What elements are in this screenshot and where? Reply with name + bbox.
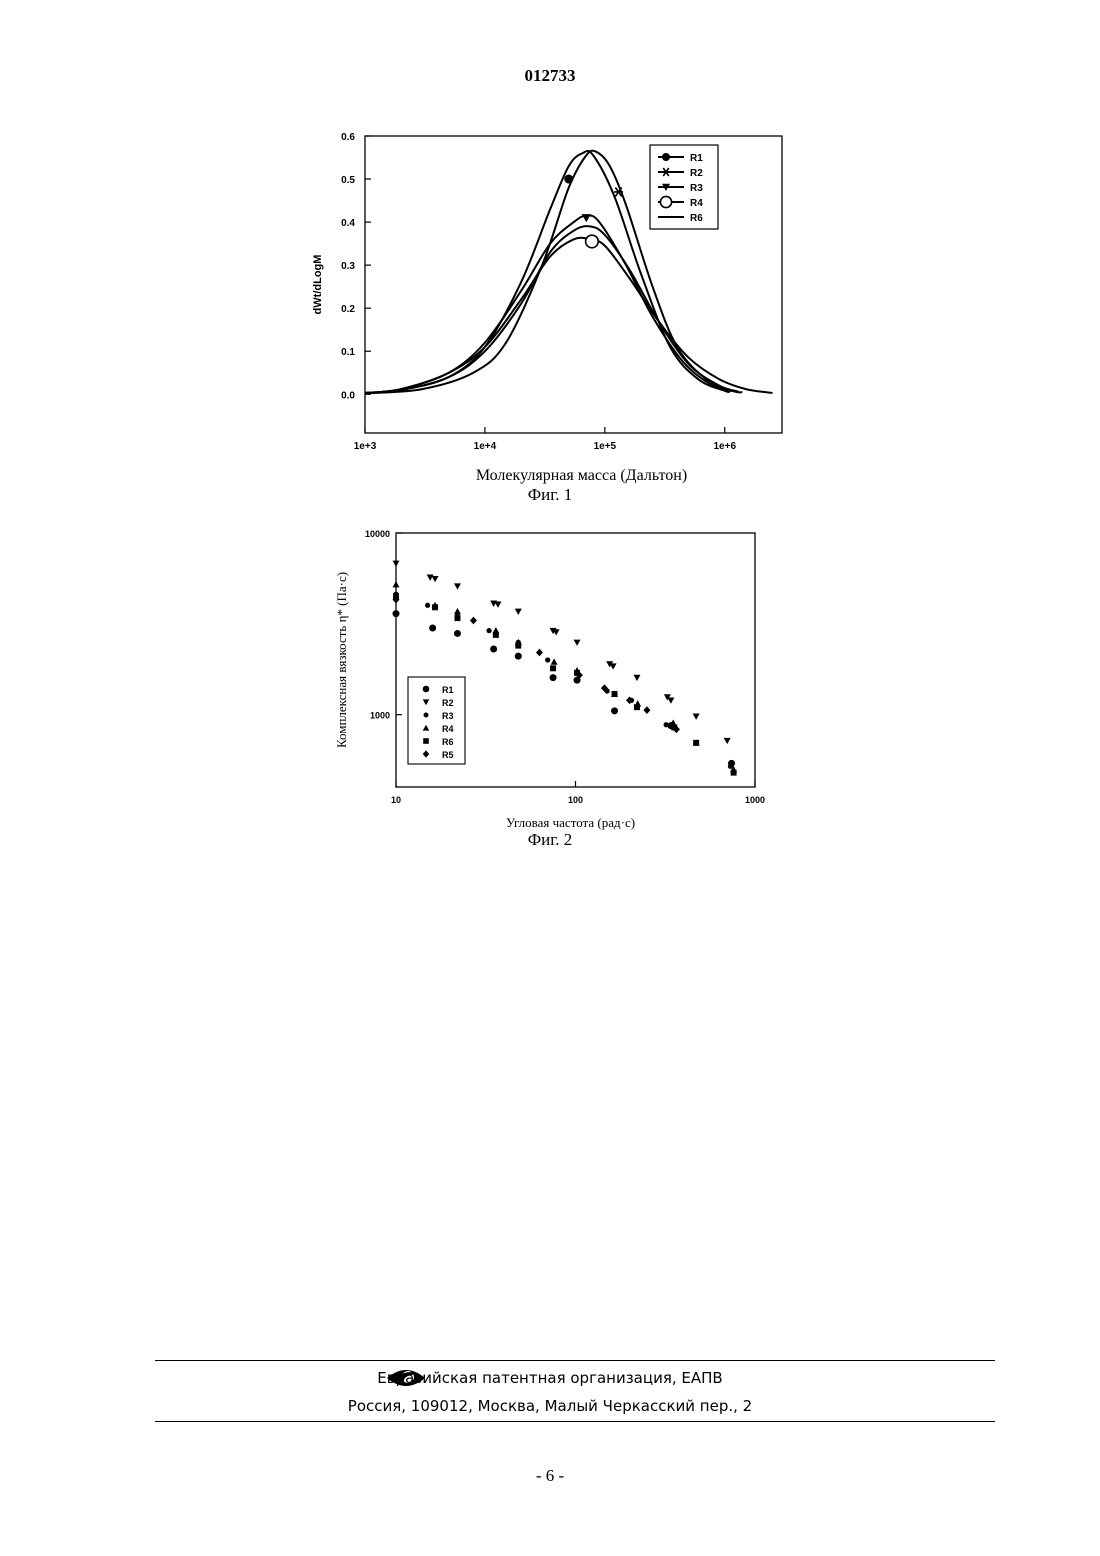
y-tick-label: 10000 bbox=[365, 529, 390, 539]
footer-top-rule bbox=[155, 1360, 995, 1361]
data-point-r2 bbox=[724, 738, 731, 744]
x-axis-label: Угловая частота (рад·с) bbox=[506, 815, 635, 830]
y-tick-label: 0.4 bbox=[341, 218, 355, 229]
data-point-r4 bbox=[454, 608, 461, 614]
data-point-r2 bbox=[633, 675, 640, 681]
complex-viscosity-chart: 1000 10000 10 100 1000 Комплексная вязкость η… bbox=[0, 515, 1100, 830]
page-number: - 6 - bbox=[0, 1466, 1100, 1486]
legend-marker-r4 bbox=[660, 196, 671, 207]
x-tick-label: 1e+5 bbox=[594, 441, 617, 452]
legend-label-r5: R5 bbox=[442, 750, 454, 760]
data-point-r3 bbox=[486, 628, 491, 633]
x-axis-label: Молекулярная масса (Дальтон) bbox=[476, 467, 687, 484]
y-tick-label: 0.0 bbox=[341, 390, 355, 401]
data-point-r5 bbox=[626, 696, 633, 704]
data-point-r2 bbox=[432, 576, 439, 582]
data-point-r3 bbox=[664, 722, 669, 727]
legend-label-r4: R4 bbox=[690, 198, 703, 209]
footer-organization: Евразийская патентная организация, ЕАПВ bbox=[0, 1369, 1100, 1387]
data-point-r2 bbox=[667, 698, 674, 704]
x-tick-label: 1e+6 bbox=[714, 441, 737, 452]
footer-address: Россия, 109012, Москва, Малый Черкасский… bbox=[0, 1397, 1100, 1415]
data-point-r4 bbox=[393, 581, 400, 587]
data-point-r1 bbox=[611, 707, 618, 714]
y-tick-label: 1000 bbox=[370, 711, 390, 721]
figure-1-caption: Фиг. 1 bbox=[0, 485, 1100, 505]
data-point-r1 bbox=[490, 645, 497, 652]
legend-box bbox=[408, 677, 465, 764]
data-point-r6 bbox=[634, 704, 640, 710]
footer-bottom-rule bbox=[155, 1421, 995, 1422]
y-tick-label: 0.6 bbox=[341, 132, 355, 143]
data-point-r2 bbox=[454, 583, 461, 589]
legend-marker-r3 bbox=[424, 713, 429, 718]
legend-label-r1: R1 bbox=[690, 153, 703, 164]
series-marker-r4 bbox=[586, 235, 599, 248]
y-axis-label: dWt/dLogM bbox=[312, 255, 324, 315]
data-point-r1 bbox=[393, 610, 400, 617]
series-marker-r3 bbox=[582, 214, 591, 222]
legend-label-r4: R4 bbox=[442, 724, 454, 734]
data-point-r2 bbox=[693, 713, 700, 719]
data-point-r2 bbox=[494, 602, 501, 608]
data-point-r1 bbox=[515, 653, 522, 660]
x-tick-label: 100 bbox=[568, 795, 583, 805]
data-point-r4 bbox=[551, 658, 558, 664]
legend-marker-r1 bbox=[423, 686, 430, 693]
data-point-r1 bbox=[550, 674, 557, 681]
data-point-r5 bbox=[470, 617, 477, 625]
x-tick-label: 1e+3 bbox=[354, 441, 377, 452]
y-tick-label: 0.1 bbox=[341, 347, 355, 358]
series-marker-r2 bbox=[614, 187, 623, 196]
molecular-weight-distribution-chart: 0.0 0.1 0.2 0.3 0.4 0.5 0.6 1e+3 1e+4 1e+5 1e+6 dWt… bbox=[0, 115, 1100, 485]
legend-marker-r6 bbox=[423, 738, 429, 744]
legend-label-r1: R1 bbox=[442, 685, 454, 695]
data-point-r1 bbox=[454, 630, 461, 637]
data-point-r3 bbox=[728, 764, 733, 769]
data-point-r6 bbox=[454, 615, 460, 621]
data-point-r6 bbox=[693, 740, 699, 746]
data-point-r6 bbox=[515, 643, 521, 649]
x-tick-label: 10 bbox=[391, 795, 401, 805]
data-point-r2 bbox=[574, 640, 581, 646]
legend-label-r2: R2 bbox=[690, 168, 703, 179]
legend-label-r6: R6 bbox=[442, 737, 454, 747]
legend-label-r2: R2 bbox=[442, 698, 454, 708]
data-point-r3 bbox=[545, 657, 550, 662]
data-point-r5 bbox=[643, 706, 650, 714]
figure-2-caption: Фиг. 2 bbox=[0, 830, 1100, 850]
data-point-r2 bbox=[515, 609, 522, 615]
y-tick-label: 0.5 bbox=[341, 175, 355, 186]
x-tick-label: 1e+4 bbox=[474, 441, 497, 452]
legend-label-r3: R3 bbox=[690, 183, 703, 194]
data-point-r6 bbox=[550, 665, 556, 671]
y-tick-label: 0.3 bbox=[341, 261, 355, 272]
legend-label-r3: R3 bbox=[442, 711, 454, 721]
data-point-r3 bbox=[425, 603, 430, 608]
document-number: 012733 bbox=[0, 66, 1100, 86]
x-tick-label: 1000 bbox=[745, 795, 765, 805]
data-point-r6 bbox=[612, 691, 618, 697]
y-tick-label: 0.2 bbox=[341, 304, 355, 315]
data-point-r6 bbox=[731, 770, 737, 776]
data-point-r6 bbox=[432, 604, 438, 610]
data-point-r5 bbox=[536, 649, 543, 657]
y-axis-label: Комплексная вязкость η* (Па·с) bbox=[334, 572, 349, 748]
data-point-r2 bbox=[393, 561, 400, 567]
legend-label-r6: R6 bbox=[690, 213, 703, 224]
legend-marker-r1 bbox=[662, 153, 670, 161]
data-point-r1 bbox=[429, 625, 436, 632]
data-point-r6 bbox=[493, 632, 499, 638]
data-point-r2 bbox=[610, 663, 617, 669]
series-line-r4 bbox=[365, 238, 773, 393]
series-line-r6 bbox=[365, 226, 738, 393]
